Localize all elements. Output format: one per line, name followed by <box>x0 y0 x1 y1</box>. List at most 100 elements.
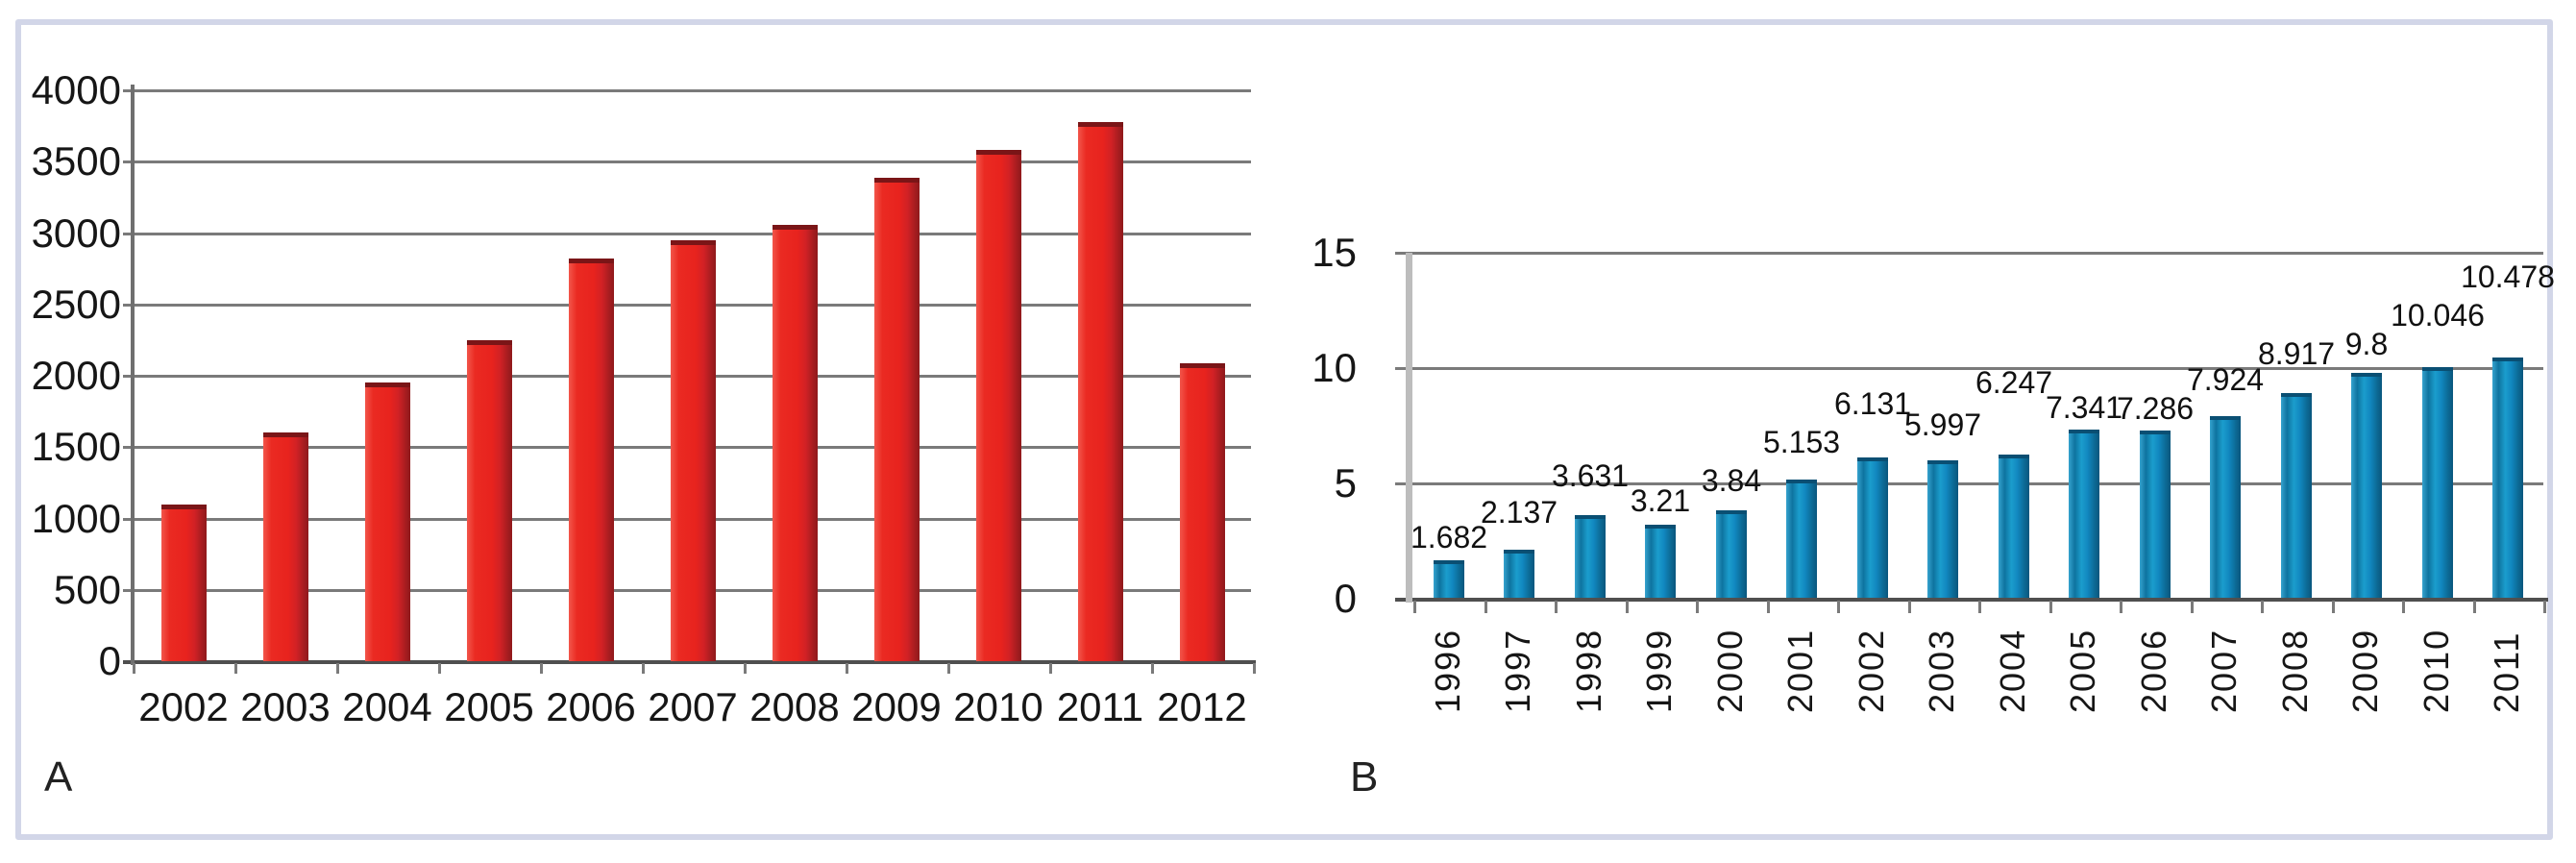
y-axis <box>1406 253 1412 603</box>
bar-value-label: 5.997 <box>1903 407 1982 442</box>
bar-value-label: 3.21 <box>1630 483 1691 518</box>
bar-value-label: 7.286 <box>2116 391 2195 426</box>
x-tick-label: 1997 <box>1498 628 1537 713</box>
gridline <box>1395 482 2543 485</box>
x-tick-label: 2003 <box>1922 628 1961 713</box>
bar-value-label: 10.478 <box>2461 259 2555 294</box>
bar-2011 <box>2492 358 2523 598</box>
bar-1996 <box>1434 560 1464 598</box>
gridline <box>123 160 1251 163</box>
y-tick-label: 15 <box>1312 230 1357 275</box>
y-tick-label: 0 <box>1334 576 1357 621</box>
x-axis-tick <box>2261 601 2264 613</box>
bar-2010 <box>976 150 1021 661</box>
y-tick-label: 3000 <box>31 210 121 256</box>
x-axis-tick <box>1484 601 1487 613</box>
bar-2006 <box>2140 431 2171 598</box>
bar-value-label: 3.84 <box>1701 463 1762 498</box>
x-axis-tick <box>642 663 645 674</box>
panel-letter-a: A <box>44 753 73 801</box>
x-axis-baseline <box>123 660 1256 664</box>
x-tick-label: 2011 <box>2487 630 2526 713</box>
x-tick-label: 2005 <box>444 684 534 729</box>
x-axis-tick <box>1555 601 1558 613</box>
bar-value-label: 8.917 <box>2257 336 2336 371</box>
x-tick-label: 2002 <box>138 684 229 729</box>
bar-2003 <box>263 432 308 661</box>
bar-value-label: 10.046 <box>2391 298 2485 333</box>
x-axis-tick <box>2543 601 2546 613</box>
x-axis-tick <box>846 663 848 674</box>
x-axis-tick <box>2049 601 2052 613</box>
bar-2007 <box>671 240 716 661</box>
y-axis <box>131 85 135 665</box>
x-tick-label: 2009 <box>851 684 942 729</box>
bar-2004 <box>1999 455 2029 598</box>
x-tick-label: 2008 <box>2275 628 2315 713</box>
x-tick-label: 2006 <box>2134 628 2173 713</box>
bar-2006 <box>569 259 614 661</box>
gridline <box>123 89 1251 92</box>
bar-2002 <box>1857 457 1888 598</box>
bar-2005 <box>467 340 512 661</box>
x-tick-label: 2004 <box>342 684 432 729</box>
x-axis-tick <box>1908 601 1911 613</box>
y-tick-label: 1000 <box>31 496 121 541</box>
bar-value-label: 1.682 <box>1410 520 1488 555</box>
figure-frame <box>15 19 2553 840</box>
panel-letter-b: B <box>1350 753 1379 801</box>
gridline <box>1395 252 2543 255</box>
bar-2003 <box>1927 460 1958 598</box>
x-tick-label: 2012 <box>1157 684 1247 729</box>
x-tick-label: 2006 <box>546 684 636 729</box>
x-tick-label: 2009 <box>2345 628 2385 713</box>
x-axis-tick <box>234 663 237 674</box>
x-axis-tick <box>1253 663 1256 674</box>
bar-1997 <box>1504 550 1534 598</box>
x-axis-tick <box>438 663 441 674</box>
y-tick-label: 0 <box>98 638 121 683</box>
bar-2007 <box>2210 416 2241 598</box>
x-tick-label: 2000 <box>1710 628 1750 713</box>
x-axis-tick <box>2332 601 2335 613</box>
bar-2010 <box>2422 367 2453 598</box>
bar-2008 <box>773 225 818 661</box>
x-tick-label: 2011 <box>1056 684 1144 729</box>
bar-value-label: 2.137 <box>1480 495 1558 530</box>
y-tick-label: 1500 <box>31 424 121 469</box>
bar-value-label: 6.247 <box>1975 365 2053 400</box>
y-tick-label: 10 <box>1312 345 1357 390</box>
bar-2005 <box>2069 430 2099 598</box>
x-axis-tick <box>2473 601 2476 613</box>
y-tick-label: 4000 <box>31 67 121 112</box>
bar-value-label: 6.131 <box>1833 386 1912 421</box>
bar-2002 <box>161 505 207 661</box>
x-axis-tick <box>744 663 747 674</box>
y-tick-label: 2000 <box>31 353 121 398</box>
x-axis-tick <box>1978 601 1981 613</box>
x-axis-tick <box>2402 601 2405 613</box>
bar-value-label: 7.341 <box>2045 390 2123 425</box>
x-tick-label: 2001 <box>1780 628 1820 713</box>
x-axis-tick <box>1151 663 1154 674</box>
x-axis-tick <box>1696 601 1699 613</box>
x-axis-tick <box>133 663 135 674</box>
y-tick-label: 5 <box>1334 460 1357 505</box>
x-axis-tick <box>1837 601 1840 613</box>
x-tick-label: 2010 <box>953 684 1043 729</box>
y-tick-label: 2500 <box>31 282 121 327</box>
x-axis-tick <box>336 663 339 674</box>
bar-2000 <box>1716 510 1747 598</box>
x-tick-label: 1998 <box>1569 628 1608 713</box>
bar-1999 <box>1645 525 1676 598</box>
y-tick-label: 3500 <box>31 138 121 184</box>
x-tick-label: 2002 <box>1852 628 1891 713</box>
x-tick-label: 2007 <box>2204 628 2244 713</box>
bar-2008 <box>2281 393 2312 598</box>
x-tick-label: 2003 <box>240 684 331 729</box>
x-axis-tick <box>1049 663 1052 674</box>
x-tick-label: 2005 <box>2063 628 2102 713</box>
bar-value-label: 3.631 <box>1551 458 1630 493</box>
